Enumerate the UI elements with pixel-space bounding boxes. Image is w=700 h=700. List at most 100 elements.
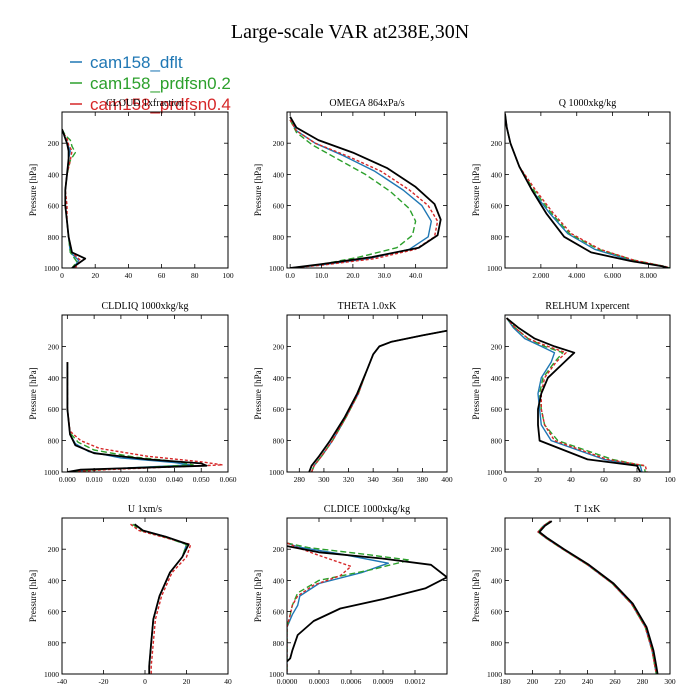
y-axis-label: Pressure [hPa] [471, 367, 481, 419]
x-tick-label: 300 [318, 475, 330, 484]
y-tick-label: 400 [48, 170, 60, 179]
panels: CLOUD 1xfraction Pressure [hPa] 0 20 40 60 80 1… [28, 98, 676, 686]
y-tick-label: 800 [273, 437, 285, 446]
x-tick-label: 0.020 [112, 475, 129, 484]
panel: CLDLIQ 1000xkg/kg Pressure [hPa] 0.000 0.01… [28, 301, 237, 484]
x-tick-label: 340 [368, 475, 380, 484]
panel-title: OMEGA 864xPa/s [329, 98, 404, 109]
x-tick-label: 40 [567, 475, 575, 484]
series-line [310, 330, 447, 472]
series-line [287, 542, 352, 674]
y-tick-label: 400 [48, 576, 60, 585]
x-tick-label: 0 [143, 677, 147, 686]
x-tick-label: 200 [527, 677, 539, 686]
x-tick-label: 20.0 [346, 271, 359, 280]
y-tick-label: 400 [48, 374, 60, 383]
y-tick-label: 600 [491, 608, 503, 617]
y-tick-label: 600 [273, 405, 285, 414]
y-axis-label: Pressure [hPa] [28, 367, 38, 419]
y-tick-label: 1000 [269, 468, 284, 477]
y-tick-label: 800 [273, 233, 285, 242]
x-tick-label: 240 [582, 677, 594, 686]
x-tick-label: 100 [222, 271, 234, 280]
series-line [287, 545, 447, 663]
x-tick-label: 260 [609, 677, 621, 686]
x-tick-label: 0.0003 [309, 677, 330, 686]
series-line [289, 119, 417, 268]
x-tick-label: 30.0 [378, 271, 391, 280]
x-tick-label: 0.0009 [373, 677, 394, 686]
y-axis-label: Pressure [hPa] [28, 570, 38, 622]
x-tick-label: 80 [633, 475, 641, 484]
x-tick-label: 60 [158, 271, 166, 280]
x-tick-label: 0.010 [86, 475, 103, 484]
y-tick-label: 200 [491, 545, 503, 554]
y-axis-label: Pressure [hPa] [471, 570, 481, 622]
x-tick-label: 280 [294, 475, 306, 484]
y-axis-label: Pressure [hPa] [253, 367, 263, 419]
legend-entry: cam158_dflt [90, 53, 183, 72]
plot-frame [286, 517, 448, 675]
x-tick-label: 0 [503, 475, 507, 484]
y-tick-label: 600 [273, 608, 285, 617]
series-line [505, 113, 670, 268]
series-line [66, 362, 208, 472]
series-line [505, 113, 669, 268]
y-tick-label: 200 [491, 139, 503, 148]
series-line [310, 330, 447, 472]
x-tick-label: 60 [600, 475, 608, 484]
y-tick-label: 1000 [44, 670, 59, 679]
y-tick-label: 1000 [269, 670, 284, 679]
plot-frame [504, 111, 671, 269]
series-line [289, 116, 442, 268]
y-tick-label: 800 [48, 639, 60, 648]
plot-frame [61, 314, 229, 473]
series-line [287, 542, 411, 674]
panel: THETA 1.0xK Pressure [hPa] 280 300 320 340 360… [253, 301, 453, 484]
x-tick-label: 0.0000 [277, 677, 298, 686]
series-line [506, 317, 643, 472]
y-tick-label: 600 [48, 202, 60, 211]
x-tick-label: 220 [554, 677, 566, 686]
x-tick-label: 20 [534, 475, 542, 484]
panel: Q 1000xkg/kg Pressure [hPa] 2.000 4.000 6.00… [471, 98, 671, 280]
x-tick-label: 0.050 [193, 475, 210, 484]
y-tick-label: 1000 [487, 264, 502, 273]
series-line [134, 523, 190, 674]
y-tick-label: 800 [491, 639, 503, 648]
series-line [130, 523, 192, 674]
panel: CLOUD 1xfraction Pressure [hPa] 0 20 40 60 80 1… [28, 98, 234, 280]
figure-title: Large-scale VAR at238E,30N [231, 21, 469, 43]
series-line [66, 362, 194, 472]
x-tick-label: 8.000 [640, 271, 657, 280]
y-tick-label: 800 [48, 233, 60, 242]
panel: T 1xK Pressure [hPa] 180 200 220 240 260 280 300… [471, 504, 676, 686]
series-line [506, 317, 642, 472]
series-line [538, 520, 659, 674]
series-line [289, 119, 439, 268]
x-tick-label: 20 [183, 677, 191, 686]
y-tick-label: 600 [48, 608, 60, 617]
series-line [506, 317, 648, 472]
series-line [66, 362, 224, 472]
x-tick-label: 320 [343, 475, 355, 484]
series-line [62, 128, 87, 268]
series-line [310, 330, 447, 472]
x-tick-label: 380 [417, 475, 429, 484]
x-tick-label: 100 [664, 475, 676, 484]
x-tick-label: 10.0 [315, 271, 328, 280]
panel-title: THETA 1.0xK [338, 301, 397, 312]
x-tick-label: 280 [637, 677, 649, 686]
x-tick-label: 40 [224, 677, 232, 686]
x-tick-label: 360 [392, 475, 404, 484]
y-tick-label: 800 [273, 639, 285, 648]
panel-title: T 1xK [575, 504, 601, 515]
panel: RELHUM 1xpercent Pressure [hPa] 0 20 40 60 80 1… [471, 301, 676, 484]
x-tick-label: 180 [499, 677, 511, 686]
x-tick-label: 0.040 [166, 475, 183, 484]
legend: cam158_dflt cam158_prdfsn0.2 cam158_prdfsn… [70, 53, 231, 114]
y-tick-label: 400 [491, 170, 503, 179]
panel-title: CLOUD 1xfraction [106, 98, 184, 109]
y-tick-label: 400 [491, 576, 503, 585]
